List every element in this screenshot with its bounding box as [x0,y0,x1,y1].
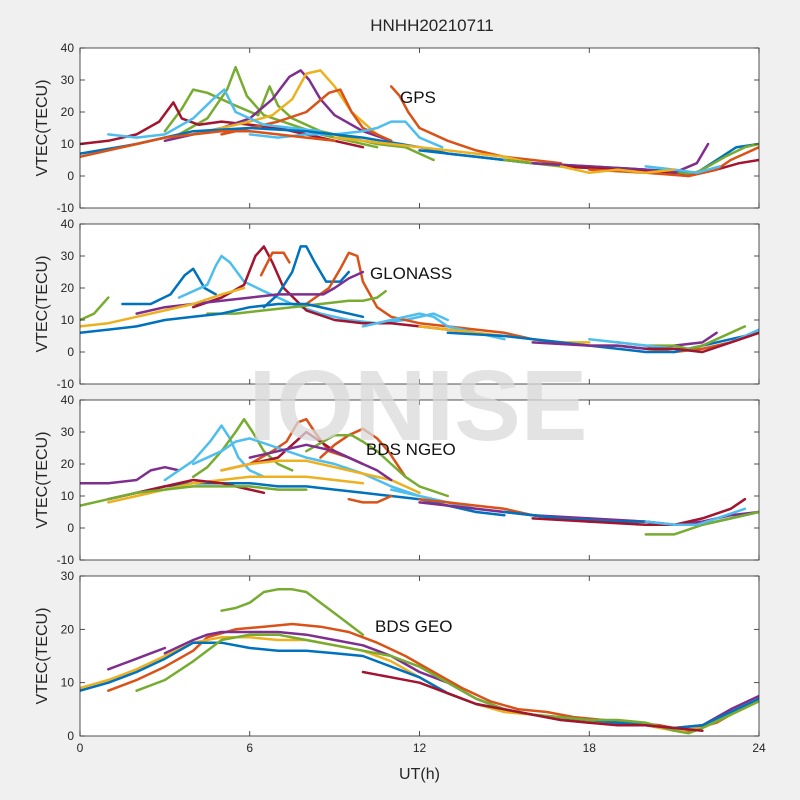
y-tick-label: 30 [61,569,75,583]
y-tick-label: 20 [61,281,75,295]
subplot-3: -10 0 10 20 30 40 VTEC(TECU) BDS NGEO [34,393,760,567]
subplots: -10 0 10 20 30 40 VTEC(TECU) GPS -10 0 10 20 30 40 VTE… [34,41,766,783]
series-line-11 [80,302,365,335]
series-line-2 [220,588,365,636]
series-line-11 [80,129,336,159]
y-tick-label: 0 [67,345,74,359]
series-line-21 [644,507,747,527]
series-line-8 [361,670,704,732]
panel-annotation: BDS GEO [375,617,452,636]
series-line-12 [107,475,365,504]
y-axis-label: VTEC(TECU) [34,80,51,177]
series-line-14 [80,485,308,507]
y-tick-label: 40 [61,393,75,407]
panel-annotation: GLONASS [370,264,452,283]
y-tick-label: 10 [61,489,75,503]
series-line-9 [206,289,387,315]
series-group [80,245,759,354]
y-tick-label: 30 [61,73,75,87]
x-tick-label: 0 [77,741,84,755]
y-tick-label: 0 [67,169,74,183]
y-tick-label: 40 [61,41,75,55]
series-line-18 [644,331,759,354]
panel-annotation: BDS NGEO [366,440,456,459]
series-line-18 [644,165,721,175]
series-line-9 [389,85,563,165]
y-tick-label: 0 [67,729,74,743]
series-line-7 [135,633,759,735]
figure-title: HNHH20210711 [370,16,493,35]
y-tick-label: 20 [61,622,75,636]
y-tick-label: -10 [57,377,75,391]
y-axis-label: VTEC(TECU) [34,608,51,705]
series-line-8 [191,437,421,498]
y-tick-label: 20 [61,105,75,119]
y-axis-label: VTEC(TECU) [34,432,51,529]
series-line-6 [262,245,351,309]
y-tick-label: 40 [61,217,75,231]
subplot-4: 0 10 20 30 0 6 12 18 24 VTEC(TECU) UT(h) BDS GEO [34,569,766,783]
x-tick-label: 24 [752,741,766,755]
y-tick-label: 10 [61,137,75,151]
watermark: IONISE [249,350,588,462]
y-tick-label: 10 [61,313,75,327]
series-line-5 [191,69,379,136]
x-tick-label: 6 [246,741,253,755]
series-line-6 [319,427,407,479]
x-tick-label: 18 [583,741,597,755]
y-axis-label: VTEC(TECU) [34,256,51,353]
series-line-19 [559,165,676,175]
series-line-9 [220,459,421,495]
series-line-4 [191,245,478,335]
y-tick-label: 0 [67,521,74,535]
series-group [80,417,759,536]
x-axis-label: UT(h) [399,766,440,783]
subplot-1: -10 0 10 20 30 40 VTEC(TECU) GPS [34,41,760,215]
panel-annotation: GPS [400,88,436,107]
series-line-7 [107,88,322,139]
y-tick-label: 30 [61,249,75,263]
y-tick-label: 20 [61,457,75,471]
series-line-1 [80,465,181,485]
plot-area [80,576,759,736]
series-line-1 [80,296,110,322]
series-line-6 [220,88,393,143]
series-group [80,65,759,178]
series-line-7 [305,433,450,498]
series-line-10 [80,286,246,328]
series-line-1 [107,646,167,671]
x-tick-label: 12 [413,741,427,755]
y-tick-label: 10 [61,676,75,690]
series-line-20 [644,510,759,536]
y-tick-label: -10 [57,553,75,567]
series-line-3 [177,254,450,325]
series-line-10 [248,443,393,482]
series-line-22 [347,494,393,504]
y-tick-label: -10 [57,201,75,215]
y-tick-label: 30 [61,425,75,439]
subplot-2: -10 0 10 20 30 40 VTEC(TECU) GLONASS [34,217,760,391]
series-line-14 [446,331,759,354]
series-line-2 [121,267,218,306]
series-line-3 [107,622,759,732]
series-line-5 [259,251,291,277]
series-group [80,588,759,735]
